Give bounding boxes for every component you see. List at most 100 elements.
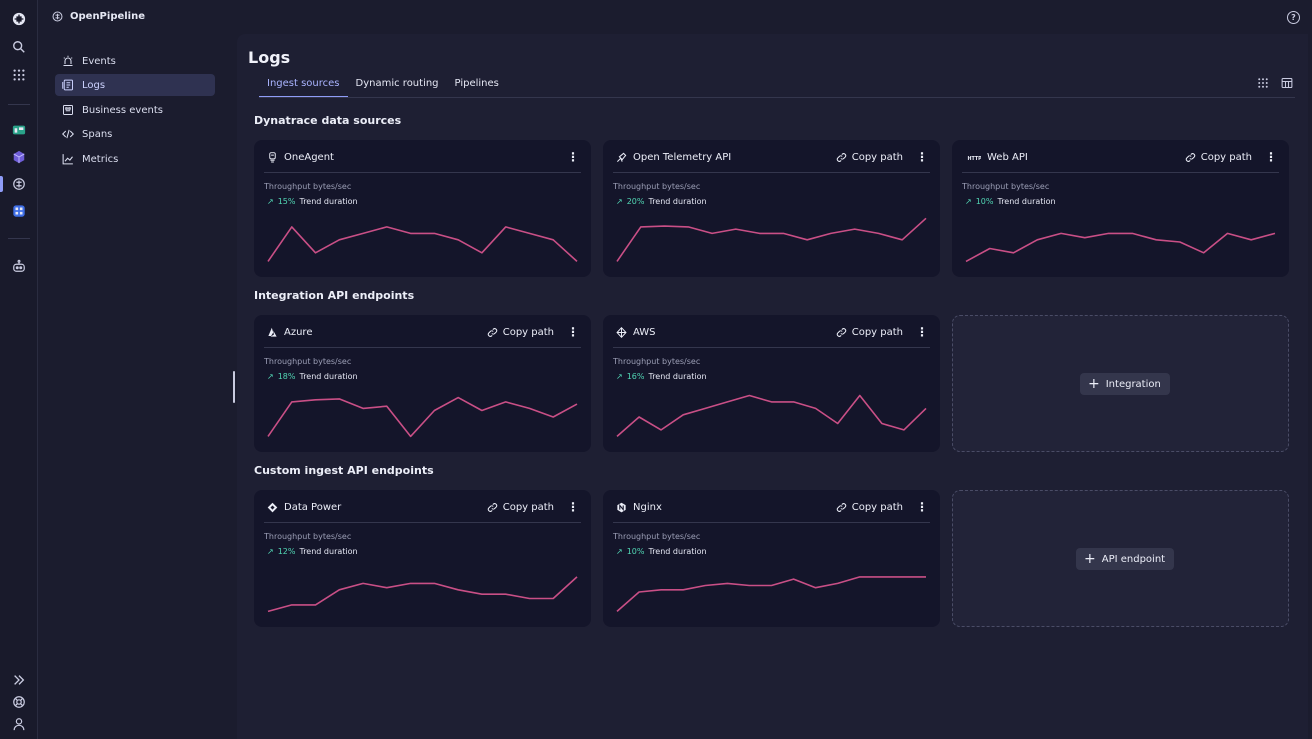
tab-ingest-sources[interactable]: Ingest sources [259, 76, 348, 98]
card-name: OneAgent [267, 152, 334, 163]
copy-path-button[interactable]: Copy path [836, 502, 903, 513]
main-panel: Logs Ingest sources Dynamic routing Pipe… [237, 34, 1308, 739]
help-icon[interactable]: ? [1287, 11, 1300, 24]
more-options-icon[interactable]: ⋮ [916, 325, 928, 339]
card-header: Azure Copy path ⋮ [264, 315, 581, 348]
metric-label: Throughput bytes/sec [962, 182, 1050, 191]
trend-up-icon: ↗ [965, 197, 972, 206]
tab-pipelines[interactable]: Pipelines [454, 78, 499, 89]
trend-up-icon: ↗ [616, 547, 623, 556]
copy-path-label: Copy path [851, 327, 903, 338]
card-name-label: Nginx [633, 502, 662, 513]
grid-view-icon[interactable] [1254, 74, 1272, 92]
telescope-icon [617, 152, 627, 162]
search-icon[interactable] [9, 37, 29, 57]
throughput-sparkline [616, 576, 926, 613]
svg-text:HTTP: HTTP [968, 156, 982, 162]
nav-item-business-events[interactable]: Business events [55, 99, 215, 121]
trend-label: Trend duration [299, 197, 358, 206]
assistant-bot-icon[interactable] [9, 256, 29, 276]
trend: ↗ 20% Trend duration [616, 197, 707, 206]
card-name: Open Telemetry API [616, 152, 731, 163]
add-api-endpoint-label: API endpoint [1101, 553, 1166, 565]
copy-path-button[interactable]: Copy path [487, 327, 554, 338]
throughput-sparkline [965, 232, 1276, 263]
view-toggle [1254, 74, 1296, 92]
add-integration-button[interactable]: + Integration [1080, 373, 1170, 395]
card-header: AWS Copy path ⋮ [613, 315, 930, 348]
trend: ↗ 15% Trend duration [267, 197, 358, 206]
logs-icon [62, 79, 73, 91]
add-api-endpoint-button[interactable]: + API endpoint [1076, 548, 1175, 570]
link-icon [1185, 153, 1195, 162]
notebooks-app-icon[interactable] [9, 201, 29, 221]
copy-path-button[interactable]: Copy path [487, 502, 554, 513]
metric-label: Throughput bytes/sec [264, 182, 352, 191]
trend-up-icon: ↗ [267, 197, 274, 206]
source-card-azure[interactable]: Azure Copy path ⋮ Throughput bytes/sec ↗… [254, 315, 591, 452]
diamond-icon [267, 502, 278, 513]
source-card-nginx[interactable]: Nginx Copy path ⋮ Throughput bytes/sec ↗… [603, 490, 940, 627]
copy-path-label: Copy path [851, 502, 903, 513]
copy-path-button[interactable]: Copy path [1185, 152, 1252, 163]
http-icon: HTTP [968, 156, 982, 162]
more-options-icon[interactable]: ⋮ [567, 325, 579, 339]
copy-path-button[interactable]: Copy path [836, 327, 903, 338]
dynatrace-logo-icon[interactable] [9, 9, 29, 29]
card-name: Data Power [267, 502, 341, 513]
code-icon [62, 129, 74, 139]
support-lifebuoy-icon[interactable] [9, 692, 29, 712]
more-options-icon[interactable]: ⋮ [916, 500, 928, 514]
source-card-http-web-api[interactable]: HTTP Web API Copy path ⋮ Throughput byte… [952, 140, 1289, 277]
expand-chevrons-icon[interactable] [9, 670, 29, 690]
nav-item-label: Events [82, 55, 116, 67]
nav-item-spans[interactable]: Spans [55, 123, 215, 145]
line-chart-icon [62, 154, 73, 165]
plus-icon: + [1088, 376, 1100, 392]
more-options-icon[interactable]: ⋮ [916, 150, 928, 164]
tab-dynamic-routing[interactable]: Dynamic routing [355, 78, 439, 89]
trend: ↗ 12% Trend duration [267, 547, 358, 556]
add-api-endpoint-card[interactable]: + API endpoint [952, 490, 1289, 627]
nav-item-logs[interactable]: Logs [55, 74, 215, 96]
table-view-icon[interactable] [1278, 74, 1296, 92]
add-integration-label: Integration [1105, 378, 1161, 390]
user-profile-icon[interactable] [9, 714, 29, 734]
more-options-icon[interactable]: ⋮ [567, 150, 579, 164]
source-card-data-power[interactable]: Data Power Copy path ⋮ Throughput bytes/… [254, 490, 591, 627]
add-integration-card[interactable]: + Integration [952, 315, 1289, 452]
more-options-icon[interactable]: ⋮ [567, 500, 579, 514]
cube-app-icon[interactable] [9, 147, 29, 167]
link-icon [487, 503, 497, 512]
link-icon [487, 328, 497, 337]
metric-label: Throughput bytes/sec [264, 357, 352, 366]
source-card-oneagent[interactable]: OneAgent ⋮ Throughput bytes/sec ↗ 15% Tr… [254, 140, 591, 277]
trend: ↗ 16% Trend duration [616, 372, 707, 381]
more-options-icon[interactable]: ⋮ [1265, 150, 1277, 164]
sidebar-resize-handle[interactable] [233, 371, 235, 403]
copy-path-label: Copy path [502, 327, 554, 338]
trend-percent: 18% [277, 372, 296, 381]
trend-percent: 15% [277, 197, 296, 206]
card-name-label: Web API [987, 152, 1028, 163]
trend-up-icon: ↗ [267, 372, 274, 381]
throughput-sparkline [267, 226, 578, 262]
nav-item-events[interactable]: Events [55, 50, 215, 72]
copy-path-label: Copy path [851, 152, 903, 163]
link-icon [836, 328, 846, 337]
nav-item-metrics[interactable]: Metrics [55, 148, 215, 170]
trend-percent: 12% [277, 547, 296, 556]
throughput-sparkline [267, 576, 578, 613]
copy-path-button[interactable]: Copy path [836, 152, 903, 163]
trend-percent: 16% [626, 372, 645, 381]
apps-grid-icon[interactable] [9, 65, 29, 85]
dashboards-icon[interactable] [9, 120, 29, 140]
copy-path-label: Copy path [502, 502, 554, 513]
sidebar-nav: Events Logs Business events Spans Metric… [38, 36, 236, 739]
openpipeline-app-icon[interactable] [9, 174, 29, 194]
link-icon [836, 153, 846, 162]
card-name-label: Azure [284, 327, 313, 338]
trend-label: Trend duration [299, 372, 358, 381]
source-card-open-telemetry-api[interactable]: Open Telemetry API Copy path ⋮ Throughpu… [603, 140, 940, 277]
source-card-aws[interactable]: AWS Copy path ⋮ Throughput bytes/sec ↗ 1… [603, 315, 940, 452]
